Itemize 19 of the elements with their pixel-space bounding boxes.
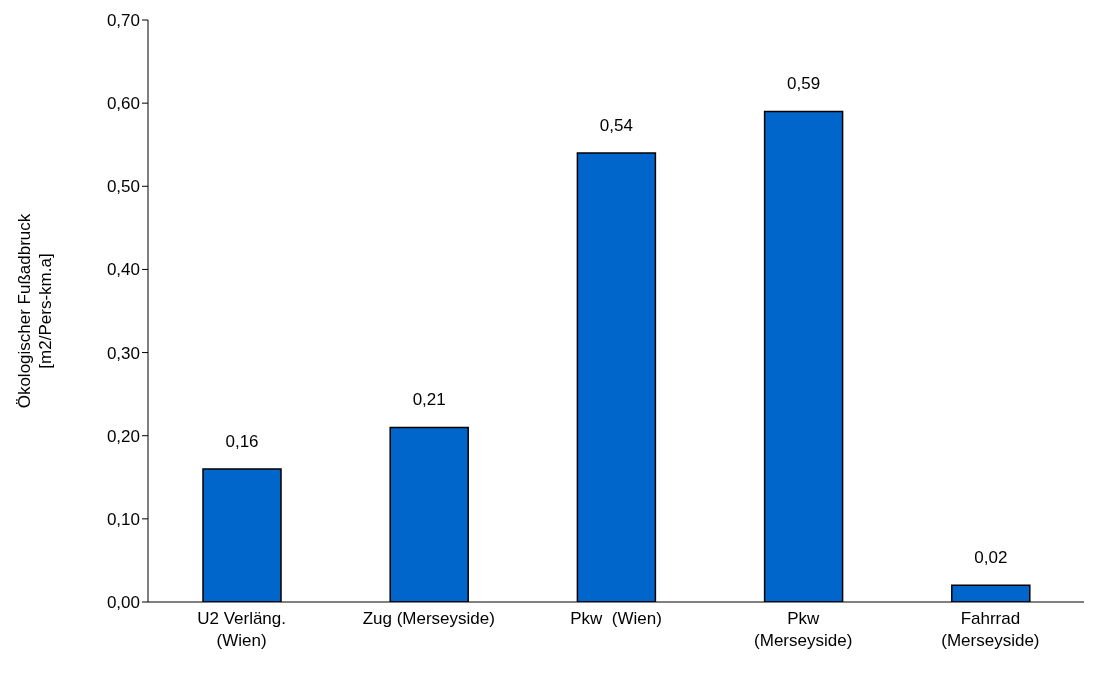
data-label: 0,02 <box>974 548 1008 568</box>
data-label: 0,21 <box>412 390 446 410</box>
data-label: 0,59 <box>787 74 821 94</box>
y-tick-label: 0,60 <box>106 94 140 114</box>
data-label: 0,16 <box>225 431 259 451</box>
y-tick-label: 0,10 <box>106 509 140 529</box>
y-tick-label: 0,40 <box>106 260 140 280</box>
y-tick-label: 0,70 <box>106 11 140 31</box>
x-tick-label: Pkw (Merseyside) <box>754 609 853 650</box>
x-tick-label: Zug (Merseyside) <box>362 609 495 628</box>
y-tick-label: 0,00 <box>106 593 140 613</box>
data-label: 0,54 <box>599 116 633 136</box>
y-tick-label: 0,30 <box>106 343 140 363</box>
x-tick-label: Fahrrad (Merseyside) <box>941 609 1040 650</box>
x-tick-label: Pkw (Wien) <box>570 609 662 628</box>
y-axis-title: Ökologischer Fußadbruck [m2/Pers-km.a] <box>15 213 55 409</box>
y-tick-label: 0,50 <box>106 177 140 197</box>
x-tick-label: U2 Verläng. (Wien) <box>197 609 287 650</box>
y-tick-label: 0,20 <box>106 426 140 446</box>
